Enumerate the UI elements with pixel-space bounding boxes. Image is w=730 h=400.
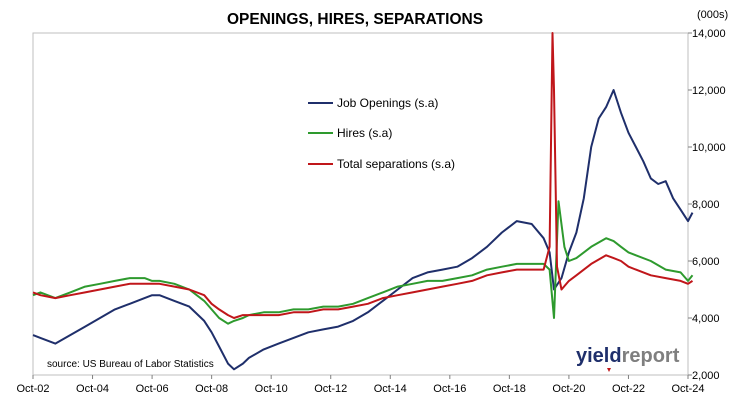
y-tick-label: 10,000 <box>692 142 726 154</box>
legend-label-2: Total separations (s.a) <box>337 157 455 171</box>
y-tick-label: 12,000 <box>692 85 726 97</box>
x-tick-label: Oct-06 <box>136 383 169 395</box>
brand-logo: yieldreport <box>576 345 680 367</box>
y-axis: 2,000 4,000 6,000 8,000 10,000 12,000 14,000 <box>688 28 726 382</box>
x-tick-label: Oct-16 <box>433 383 466 395</box>
legend: Job Openings (s.a) Hires (s.a) Total separ… <box>308 96 455 171</box>
x-tick-label: Oct-14 <box>374 383 407 395</box>
x-tick-label: Oct-22 <box>612 383 645 395</box>
y-tick-label: 6,000 <box>692 256 720 268</box>
y-tick-label: 4,000 <box>692 313 720 325</box>
y-tick-label: 14,000 <box>692 28 726 40</box>
x-tick-label: Oct-04 <box>76 383 109 395</box>
series-line-0 <box>32 89 694 371</box>
brand-logo-mark <box>607 368 611 372</box>
series-line-1 <box>32 200 694 325</box>
y-tick-label: 8,000 <box>692 199 720 211</box>
x-tick-label: Oct-24 <box>671 383 704 395</box>
brand-logo-part2: report <box>622 345 680 367</box>
x-tick-label: Oct-02 <box>16 383 49 395</box>
chart-title: OPENINGS, HIRES, SEPARATIONS <box>227 11 483 28</box>
x-axis: Oct-02 Oct-04 Oct-06 Oct-08 Oct-10 Oct-12 Oct-… <box>16 375 705 395</box>
x-tick-label: Oct-20 <box>552 383 585 395</box>
y-axis-unit: (000s) <box>697 9 728 21</box>
brand-logo-part1: yield <box>576 345 622 367</box>
y-tick-label: 2,000 <box>692 370 720 382</box>
x-tick-label: Oct-10 <box>255 383 288 395</box>
series-lines <box>32 32 694 371</box>
series-line-2 <box>32 32 694 319</box>
legend-label-0: Job Openings (s.a) <box>337 96 438 110</box>
source-note: source: US Bureau of Labor Statistics <box>47 359 214 370</box>
x-tick-label: Oct-18 <box>493 383 526 395</box>
legend-label-1: Hires (s.a) <box>337 126 392 140</box>
x-tick-label: Oct-08 <box>195 383 228 395</box>
x-tick-label: Oct-12 <box>314 383 347 395</box>
